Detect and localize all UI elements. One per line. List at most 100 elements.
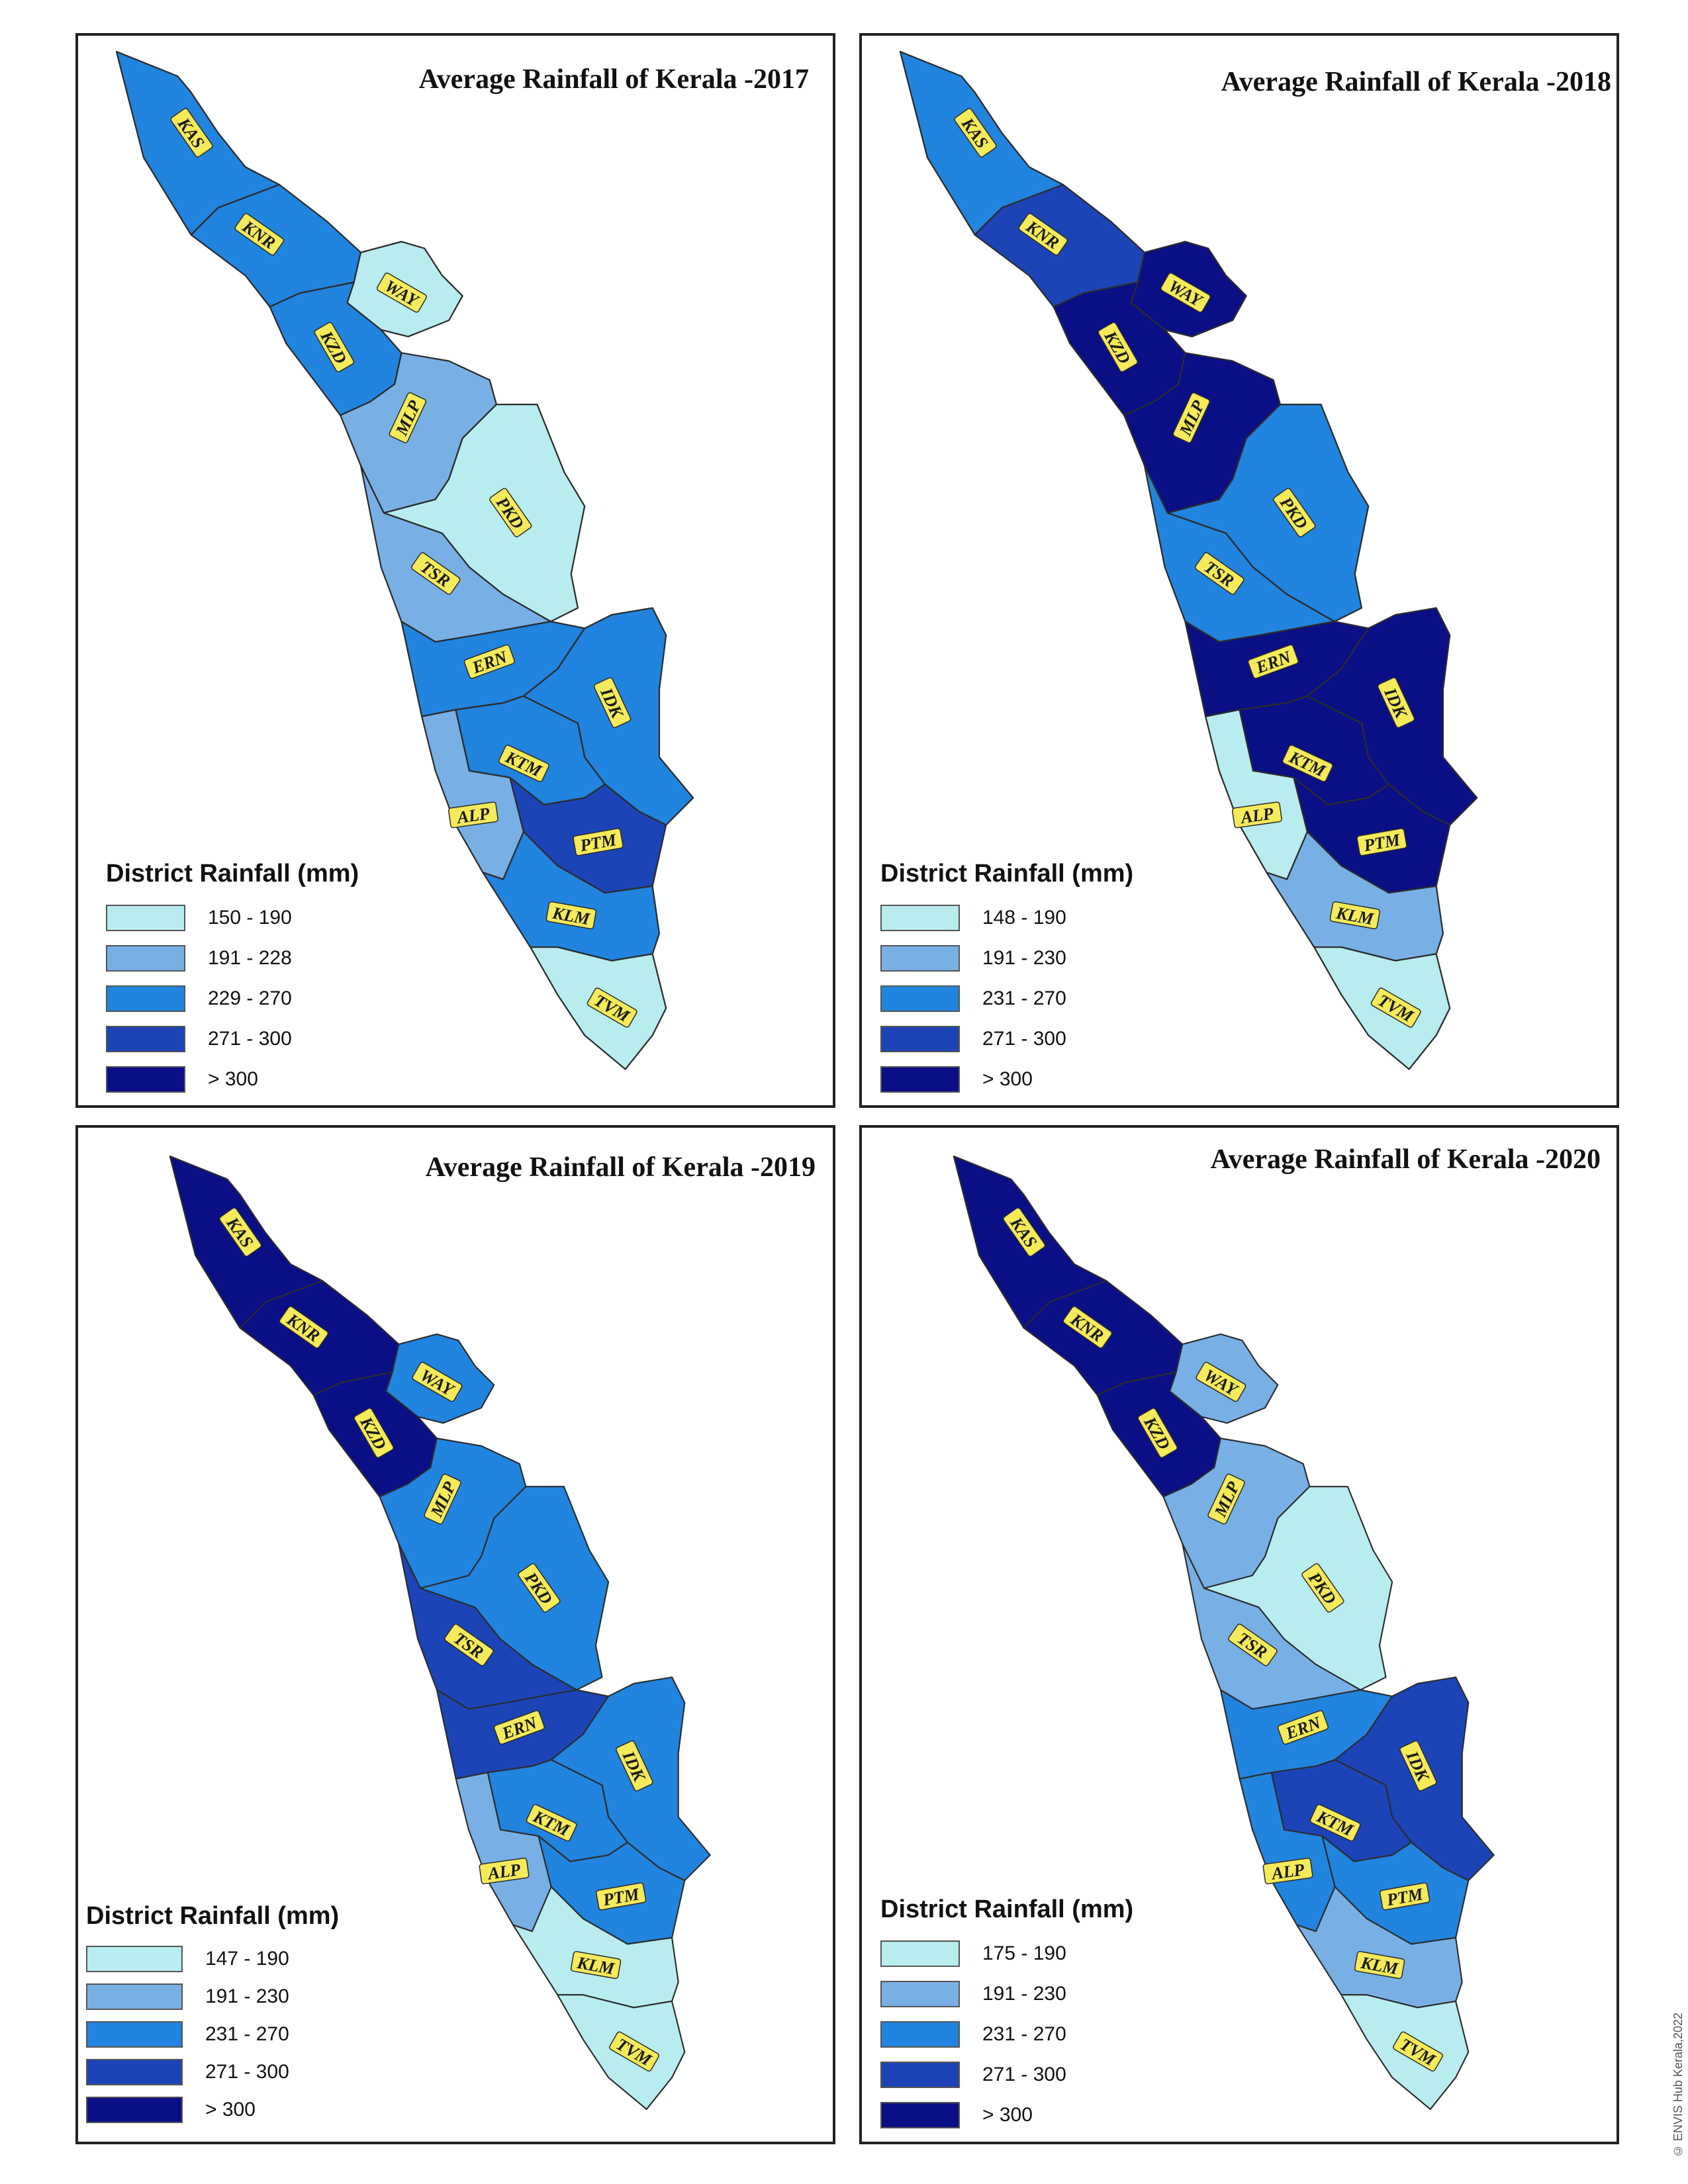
legend-swatch [880,904,960,931]
legend-swatch [880,985,960,1012]
legend-title: District Rainfall (mm) [880,860,1134,887]
legend-label: 191 - 230 [982,1982,1066,2005]
legend-label: 231 - 270 [982,2023,1066,2045]
district-label-alp: ALP [1231,801,1282,829]
legend-label: 191 - 228 [208,946,292,969]
legend-swatch [880,1980,960,2007]
label-background [1282,745,1333,782]
legend-label: 147 - 190 [205,1947,289,1970]
district-label-klm: KLM [1329,901,1381,930]
district-code: ALP [1269,1860,1306,1884]
label-background [424,1473,461,1525]
label-background [1172,392,1211,443]
legend-2019: District Rainfall (mm) 147 - 190 191 - 2… [86,1902,339,2128]
label-background [1309,1803,1361,1842]
legend-item: 229 - 270 [106,978,359,1019]
legend-item: 271 - 300 [86,2053,339,2091]
legend-swatch [86,2096,183,2123]
label-background [1329,901,1381,930]
legend-item: 191 - 230 [880,1974,1133,2014]
label-background [1273,488,1316,537]
label-background [1160,272,1211,313]
legend-2020: District Rainfall (mm) 175 - 190 191 - 2… [880,1895,1133,2135]
legend-item: > 300 [106,1059,359,1099]
district-label-ptm: PTM [1356,828,1407,856]
label-background [489,488,532,537]
label-background [1377,677,1415,729]
legend-swatch [880,2101,960,2128]
district-label-alp: ALP [1262,1857,1313,1885]
legend-item: 148 - 190 [880,897,1133,938]
label-background [1393,2031,1443,2072]
label-background [573,828,624,856]
legend-item: > 300 [880,1059,1133,1099]
label-background [1062,1306,1113,1349]
legend-title: District Rainfall (mm) [880,1895,1134,1923]
kerala-district-map-2019: KASKNRWAYKZDMLPPKDTSRERNIDKKTMALPPTMKLMT… [169,1155,711,2111]
legend-item: 271 - 300 [106,1019,359,1059]
legend-label: > 300 [205,2098,256,2120]
legend-item: > 300 [880,2095,1133,2135]
label-background [1277,1710,1329,1745]
label-background [314,322,355,373]
legend-swatch [106,985,185,1012]
legend-label: 271 - 300 [205,2060,289,2083]
legend-item: 175 - 190 [880,1933,1133,1974]
label-background [1301,1563,1344,1613]
legend-swatch [106,904,185,931]
legend-label: 231 - 270 [205,2023,289,2045]
legend-label: 271 - 300 [982,2063,1066,2085]
legend-item: 147 - 190 [86,1940,339,1978]
district-label-ern: ERN [463,644,515,679]
label-background [1195,552,1244,595]
label-background [1137,1408,1178,1459]
kerala-district-map-2018: KASKNRWAYKZDMLPPKDTSRERNIDKKTMALPPTMKLMT… [899,50,1478,1070]
kerala-district-map-2020: KASKNRWAYKZDMLPPKDTSRERNIDKKTMALPPTMKLMT… [953,1155,1495,2111]
label-background [411,552,461,595]
district-code: ALP [1239,803,1276,827]
map-title-2018: Average Rainfall of Kerala -2018 [1221,67,1611,97]
district-layer: KASKNRWAYKZDMLPPKDTSRERNIDKKTMALPPTMKLMT… [169,1155,711,2111]
legend-swatch [880,2061,960,2088]
district-code: ALP [485,1860,522,1884]
label-background [1399,1740,1437,1792]
district-label-ern: ERN [1247,644,1299,679]
legend-label: 191 - 230 [982,946,1066,969]
label-background [1228,1623,1278,1666]
legend-swatch [86,1983,183,2010]
label-background [389,392,427,443]
kerala-district-map-2017: KASKNRWAYKZDMLPPKDTSRERNIDKKTMALPPTMKLMT… [115,50,694,1070]
map-panel-2017: KAS KNR WAY KZD MLP PKD TSR ERN IDK KTM ALP PTM KLM T… [75,33,835,1108]
label-background [518,1563,561,1613]
legend-item: 271 - 300 [880,2054,1133,2095]
label-background [463,644,515,679]
legend-label: 191 - 230 [205,1985,289,2007]
label-background [1370,987,1421,1028]
map-panel-2020: KAS KNR WAY KZD MLP PKD TSR ERN IDK KTM ALP PTM KLM T… [859,1125,1619,2144]
label-background [609,2031,659,2072]
label-background [498,745,549,782]
district-code: ALP [455,803,492,827]
label-background [1207,1473,1245,1525]
legend-swatch [880,1066,960,1093]
label-background [447,801,498,829]
legend-swatch [106,944,185,972]
label-background [1098,322,1139,373]
district-layer: KASKNRWAYKZDMLPPKDTSRERNIDKKTMALPPTMKLMT… [953,1155,1495,2111]
label-background [1262,1857,1313,1885]
label-background [219,1207,262,1257]
legend-item: 271 - 300 [880,1019,1133,1059]
legend-item: > 300 [86,2091,339,2128]
legend-item: 191 - 228 [106,938,359,978]
label-background [954,108,997,158]
label-background [1247,644,1299,679]
label-background [170,108,213,158]
legend-label: 231 - 270 [982,987,1066,1009]
legend-item: 231 - 270 [86,2015,339,2053]
legend-label: > 300 [208,1068,258,1090]
label-background [595,1882,647,1911]
label-background [493,1710,545,1745]
legend-swatch [106,1066,185,1093]
legend-swatch [880,944,960,972]
legend-2017: District Rainfall (mm) 150 - 190 191 - 2… [106,860,359,1099]
